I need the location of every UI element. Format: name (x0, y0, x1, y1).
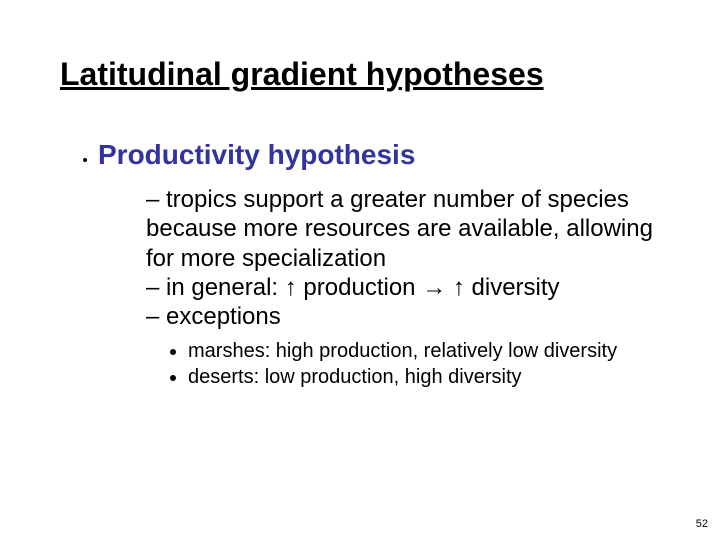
level3-list: marshes: high production, relatively low… (188, 339, 660, 390)
up-arrow-icon: ↑ (285, 274, 297, 301)
level2-item-b: in general: ↑ production → ↑ diversity (146, 273, 660, 302)
level2-item-c: exceptions marshes: high production, rel… (146, 302, 660, 390)
level1-item-text: Productivity hypothesis (98, 139, 415, 170)
level3-item-a: marshes: high production, relatively low… (188, 339, 660, 365)
up-arrow-icon: ↑ (453, 274, 465, 301)
level2-item-a: tropics support a greater number of spec… (146, 185, 660, 273)
level2-item-c-text: exceptions (166, 303, 281, 330)
level3-item-b-text: deserts: low production, high diversity (188, 366, 522, 388)
level2-list: tropics support a greater number of spec… (146, 185, 660, 391)
slide-title: Latitudinal gradient hypotheses (60, 56, 660, 93)
level3-item-a-text: marshes: high production, relatively low… (188, 340, 617, 362)
level2-item-b-mid2 (446, 274, 453, 301)
level2-item-b-pre: in general: (166, 274, 285, 301)
page-number: 52 (696, 518, 708, 530)
right-arrow-icon: → (422, 274, 446, 301)
slide: Latitudinal gradient hypotheses Producti… (0, 0, 720, 540)
level2-item-a-text: tropics support a greater number of spec… (146, 186, 653, 272)
level2-item-b-post: diversity (465, 274, 560, 301)
level3-item-b: deserts: low production, high diversity (188, 365, 660, 391)
level1-item: Productivity hypothesis tropics support … (98, 139, 660, 391)
level1-list: Productivity hypothesis tropics support … (98, 139, 660, 391)
level2-item-b-mid1: production (297, 274, 422, 301)
